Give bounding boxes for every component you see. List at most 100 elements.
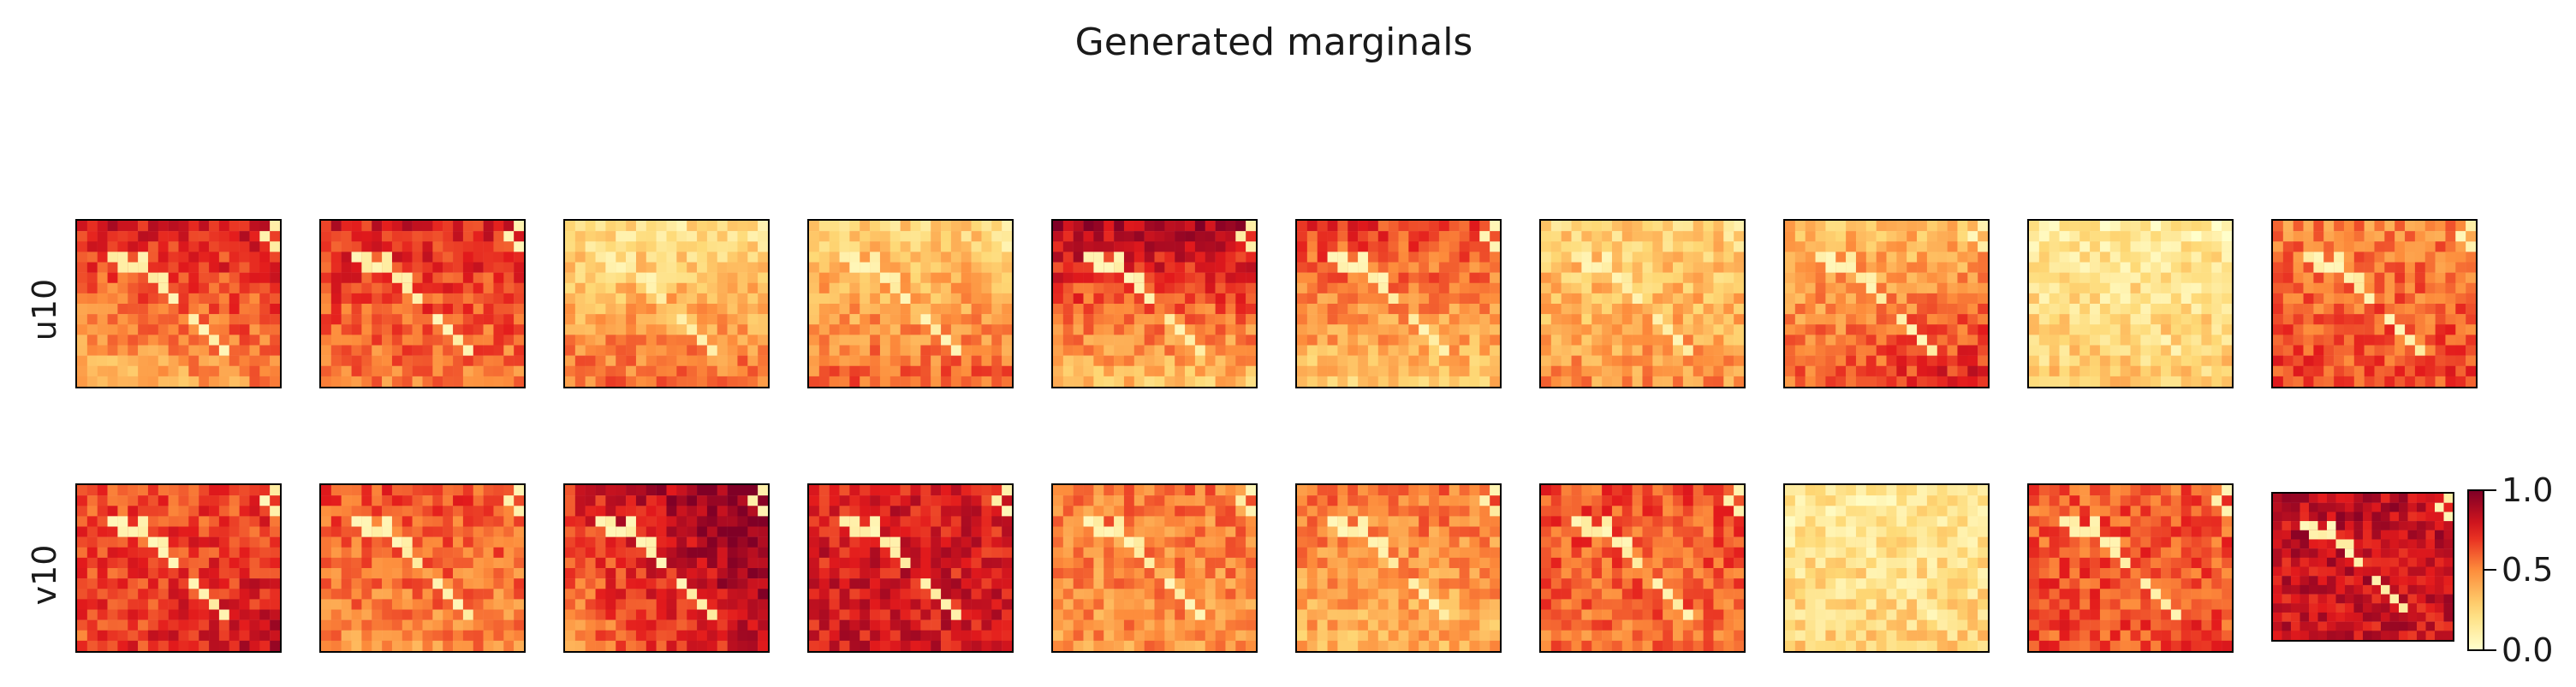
heatmap-cell xyxy=(412,282,423,294)
heatmap-cell xyxy=(818,547,830,559)
heatmap-cell xyxy=(2151,262,2162,273)
heatmap-highlight-cell xyxy=(2099,272,2110,283)
heatmap-highlight-cell xyxy=(514,221,524,232)
heatmap-cell xyxy=(1673,314,1684,325)
heatmap-cell xyxy=(1093,547,1104,559)
heatmap-cell xyxy=(514,376,524,387)
heatmap-cell xyxy=(1703,272,1714,283)
heatmap-cell xyxy=(1367,221,1379,232)
heatmap-cell xyxy=(2140,376,2151,387)
heatmap-cell xyxy=(931,314,942,325)
heatmap-cell xyxy=(391,495,403,506)
heatmap-highlight-cell xyxy=(687,589,698,600)
heatmap-cell xyxy=(168,252,179,263)
heatmap-cell xyxy=(483,516,494,527)
heatmap-cell xyxy=(2038,252,2049,263)
heatmap-cell xyxy=(910,568,921,579)
heatmap-cell xyxy=(829,376,840,387)
heatmap-cell xyxy=(758,589,768,600)
heatmap-cell xyxy=(128,589,139,600)
heatmap-cell xyxy=(443,506,454,517)
heatmap-cell xyxy=(1235,568,1246,579)
heatmap-cell xyxy=(1419,221,1430,232)
heatmap-cell xyxy=(1571,241,1582,252)
heatmap-cell xyxy=(2161,262,2172,273)
heatmap-cell xyxy=(950,241,961,252)
heatmap-cell xyxy=(717,619,728,631)
heatmap-highlight-cell xyxy=(656,293,667,304)
heatmap-cell xyxy=(879,640,891,651)
heatmap-cell xyxy=(270,568,280,579)
heatmap-cell xyxy=(372,506,383,517)
heatmap-cell xyxy=(86,324,98,335)
heatmap-cell xyxy=(1825,272,1836,283)
heatmap-cell xyxy=(616,578,627,589)
heatmap-cell xyxy=(77,506,88,517)
heatmap-cell xyxy=(1073,221,1084,232)
heatmap-highlight-cell xyxy=(453,335,463,346)
heatmap-cell xyxy=(2273,304,2284,315)
heatmap-cell xyxy=(1611,365,1623,377)
heatmap-cell xyxy=(1175,557,1186,569)
heatmap-cell xyxy=(1561,241,1572,252)
heatmap-cell xyxy=(991,272,1002,283)
heatmap-cell xyxy=(1723,221,1734,232)
heatmap-cell xyxy=(1926,282,1937,294)
heatmap-cell xyxy=(1398,262,1409,273)
heatmap-cell xyxy=(697,241,708,252)
heatmap-cell xyxy=(2343,241,2355,252)
heatmap-cell xyxy=(1093,282,1104,294)
heatmap-cell xyxy=(645,568,657,579)
heatmap-cell xyxy=(1541,304,1552,315)
heatmap-cell xyxy=(422,609,433,620)
heatmap-cell xyxy=(849,619,860,631)
heatmap-cell xyxy=(199,547,210,559)
heatmap-cell xyxy=(138,282,149,294)
heatmap-cell xyxy=(1581,376,1592,387)
heatmap-cell xyxy=(666,485,677,496)
heatmap-cell xyxy=(1855,241,1867,252)
heatmap-cell xyxy=(209,355,220,366)
heatmap-cell xyxy=(138,506,149,517)
heatmap-cell xyxy=(565,262,576,273)
heatmap-cell xyxy=(97,335,108,346)
heatmap-cell xyxy=(1682,335,1693,346)
heatmap-cell xyxy=(910,589,921,600)
heatmap-cell xyxy=(1825,324,1836,335)
heatmap-cell xyxy=(2120,262,2131,273)
heatmap-cell xyxy=(2079,282,2091,294)
heatmap-cell xyxy=(321,630,332,642)
heatmap-cell xyxy=(209,526,220,537)
heatmap-cell xyxy=(931,345,942,356)
heatmap-cell xyxy=(839,526,850,537)
heatmap-cell xyxy=(1825,314,1836,325)
heatmap-cell xyxy=(676,619,687,631)
heatmap-cell xyxy=(382,557,393,569)
heatmap-cell xyxy=(971,599,982,610)
heatmap-cell xyxy=(910,526,921,537)
heatmap-highlight-cell xyxy=(900,293,911,304)
heatmap-cell xyxy=(473,335,484,346)
heatmap-cell xyxy=(361,221,372,232)
heatmap-cell xyxy=(2273,231,2284,242)
heatmap-cell xyxy=(1114,485,1125,496)
heatmap-highlight-cell xyxy=(443,324,454,335)
heatmap-cell xyxy=(829,506,840,517)
heatmap-cell xyxy=(1469,252,1480,263)
heatmap-cell xyxy=(1083,221,1094,232)
heatmap-cell xyxy=(1337,335,1348,346)
heatmap-cell xyxy=(626,485,637,496)
heatmap-cell xyxy=(391,262,403,273)
heatmap-cell xyxy=(706,619,717,631)
heatmap-cell xyxy=(128,355,139,366)
heatmap-cell xyxy=(727,365,738,377)
heatmap-cell xyxy=(2038,324,2049,335)
heatmap-cell xyxy=(1459,241,1470,252)
heatmap-cell xyxy=(1164,526,1175,537)
heatmap-cell xyxy=(239,324,250,335)
heatmap-cell xyxy=(1611,282,1623,294)
heatmap-cell xyxy=(391,376,403,387)
heatmap-cell xyxy=(361,304,372,315)
heatmap-cell xyxy=(199,231,210,242)
heatmap-cell xyxy=(2364,376,2375,387)
